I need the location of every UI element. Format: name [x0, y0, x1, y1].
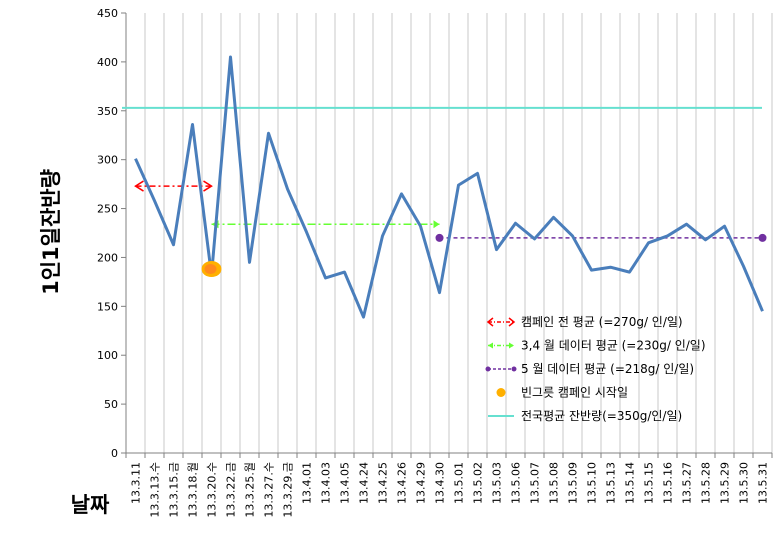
arrow-head [433, 220, 440, 229]
x-tick-label: 13.3.27.수 [263, 462, 276, 518]
legend-entry-label: 3,4 월 데이터 평균 (=230g/ 인/일) [521, 339, 706, 353]
legend-entry-label: 캠페인 전 평균 (=270g/ 인/일) [521, 315, 683, 329]
y-tick-label: 0 [111, 447, 118, 460]
x-tick-label: 13.5.14 [624, 462, 637, 504]
x-tick-label: 13.5.01 [453, 462, 466, 504]
campaign-start-marker-core [204, 264, 217, 275]
x-tick-label: 13.5.06 [510, 462, 523, 504]
legend-arrow [509, 342, 514, 349]
y-tick-label: 50 [104, 398, 118, 411]
x-tick-label: 13.3.22.금 [225, 462, 238, 518]
y-tick-label: 200 [97, 251, 118, 264]
x-tick-label: 13.5.30 [738, 462, 751, 504]
y-tick-label: 450 [97, 7, 118, 20]
y-axis-label: 1인1일잔반량 [39, 169, 63, 295]
x-tick-label: 13.3.18.월 [187, 462, 200, 518]
y-axis: 0 50 100 150 200 250 300 350 400 450 [97, 7, 127, 460]
legend-arrow [488, 342, 493, 349]
x-tick-label: 13.4.29 [415, 462, 428, 504]
x-tick-label: 13.3.13.수 [149, 462, 162, 518]
daily-leftover-series [134, 55, 764, 319]
series-layer [134, 55, 764, 319]
x-tick-label: 13.5.03 [491, 462, 504, 504]
x-tick-label: 13.3.25.월 [244, 462, 257, 518]
x-tick-label: 13.3.29.금 [282, 462, 295, 518]
x-tick-label: 13.5.29 [719, 462, 732, 504]
x-tick-label: 13.4.25 [377, 462, 390, 504]
x-axis-label: 날짜 [71, 493, 110, 517]
x-tick-label: 13.5.27 [681, 462, 694, 504]
x-tick-label: 13.5.08 [548, 462, 561, 504]
x-axis: 13.3.11 13.3.13.수 13.3.15.금 13.3.18.월 13.3.2… [125, 452, 773, 518]
y-tick-label: 150 [97, 300, 118, 313]
x-tick-label: 13.5.10 [586, 462, 599, 504]
x-tick-label: 13.3.15.금 [168, 462, 181, 518]
legend-arrow [508, 317, 516, 327]
vertical-grid [125, 13, 773, 453]
arrow-head [203, 180, 213, 192]
legend-dot [511, 366, 517, 372]
x-tick-label: 13.5.31 [757, 462, 770, 504]
legend-entry-label: 빈그릇 캠페인 시작일 [521, 386, 628, 400]
x-tick-label: 13.5.02 [472, 462, 485, 504]
legend-arrow [486, 317, 494, 327]
x-tick-label: 13.4.26 [396, 462, 409, 504]
x-tick-label: 13.5.15 [643, 462, 656, 504]
line-end-dot [435, 233, 444, 242]
legend-entry-label: 5 월 데이터 평균 (=218g/ 인/일) [521, 362, 694, 376]
x-tick-label: 13.3.11 [130, 462, 143, 504]
legend-marker [496, 388, 506, 397]
x-tick-label: 13.5.16 [662, 462, 675, 504]
y-tick-label: 350 [97, 105, 118, 118]
legend-dot [485, 366, 491, 372]
legend-entry-label: 전국평균 잔반량(=350g/인/일) [521, 409, 682, 423]
x-tick-label: 13.4.30 [434, 462, 447, 504]
arrow-head [134, 180, 144, 192]
y-tick-label: 100 [97, 349, 118, 362]
x-tick-label: 13.4.05 [339, 462, 352, 504]
legend: 캠페인 전 평균 (=270g/ 인/일) 3,4 월 데이터 평균 (=230g… [485, 315, 706, 423]
y-tick-label: 400 [97, 56, 118, 69]
x-tick-label: 13.5.13 [605, 462, 618, 504]
line-end-dot [758, 233, 767, 242]
x-tick-label: 13.5.09 [567, 462, 580, 504]
x-tick-label: 13.3.20.수 [206, 462, 219, 518]
x-tick-label: 13.4.24 [358, 462, 371, 504]
x-tick-label: 13.4.01 [301, 462, 314, 504]
x-tick-label: 13.4.03 [320, 462, 333, 504]
y-tick-label: 300 [97, 154, 118, 167]
x-tick-label: 13.5.07 [529, 462, 542, 504]
y-tick-label: 250 [97, 203, 118, 216]
x-tick-label: 13.5.28 [700, 462, 713, 504]
